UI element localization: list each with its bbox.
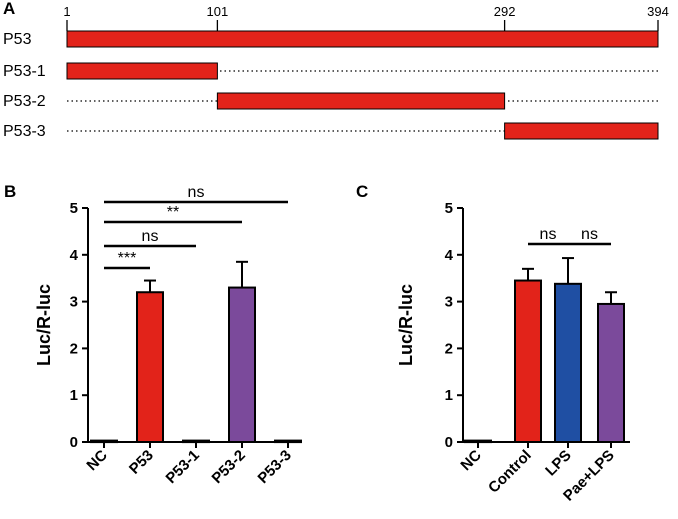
y-axis-title: Luc/R-luc xyxy=(396,284,416,366)
domain-bar xyxy=(216,92,506,110)
domain-tick-label: 101 xyxy=(207,4,229,19)
bar xyxy=(464,439,492,444)
y-tick-label: 2 xyxy=(70,340,78,357)
x-category-label: Control xyxy=(485,447,535,497)
y-tick-label: 1 xyxy=(70,387,78,404)
y-tick-label: 5 xyxy=(70,200,78,217)
bar xyxy=(514,279,542,444)
domain-bar xyxy=(66,30,659,48)
panel-a-label: A xyxy=(3,0,15,18)
x-category-label: LPS xyxy=(542,447,575,480)
y-tick-label: 4 xyxy=(70,247,79,264)
bar xyxy=(90,439,118,444)
y-tick-label: 2 xyxy=(445,340,453,357)
domain-row-label: P53-3 xyxy=(3,123,46,140)
bar xyxy=(136,291,164,443)
significance-label: ns xyxy=(142,228,159,245)
domain-row-label: P53-1 xyxy=(3,63,46,80)
x-category-label: P53 xyxy=(126,447,157,478)
panel-b-chart: 0 1 2 3 4 5 Luc/R-luc NC P53 P53-1 P53-2 P53-3 *** ns… xyxy=(34,184,302,487)
y-tick-label: 3 xyxy=(70,294,78,311)
y-tick-label: 4 xyxy=(445,247,454,264)
significance-label: ns xyxy=(540,226,557,243)
y-tick-label: 5 xyxy=(445,200,453,217)
domain-tick-label: 394 xyxy=(647,4,669,19)
bar xyxy=(182,439,210,444)
bar xyxy=(554,282,582,444)
domain-tick-label: 1 xyxy=(63,4,70,19)
bar xyxy=(597,302,625,443)
significance-label: *** xyxy=(118,250,137,267)
y-tick-label: 3 xyxy=(445,294,453,311)
domain-bar xyxy=(504,122,659,140)
x-category-label: NC xyxy=(83,447,110,474)
y-tick-label: 1 xyxy=(445,387,453,404)
x-category-label: P53-2 xyxy=(209,447,249,487)
y-tick-label: 0 xyxy=(70,434,78,451)
bar xyxy=(274,439,302,444)
bar xyxy=(228,286,256,443)
x-category-label: P53-3 xyxy=(255,447,295,487)
domain-row-label: P53-2 xyxy=(3,93,46,110)
domain-row-label: P53 xyxy=(3,31,32,48)
significance-label: ns xyxy=(581,226,598,243)
y-tick-label: 0 xyxy=(445,434,453,451)
y-axis-title: Luc/R-luc xyxy=(34,284,54,366)
significance-label: ** xyxy=(167,204,179,221)
panel-b-label: B xyxy=(4,182,16,201)
panel-a-diagram: 1 101 292 394 P53 P53-1 P53-2 P53-3 xyxy=(3,4,669,140)
domain-tick-label: 292 xyxy=(494,4,516,19)
domain-bar xyxy=(66,62,218,80)
x-category-label: P53-1 xyxy=(163,447,203,487)
x-category-label: NC xyxy=(457,447,484,474)
significance-label: ns xyxy=(188,184,205,201)
panel-c-label: C xyxy=(356,182,368,201)
